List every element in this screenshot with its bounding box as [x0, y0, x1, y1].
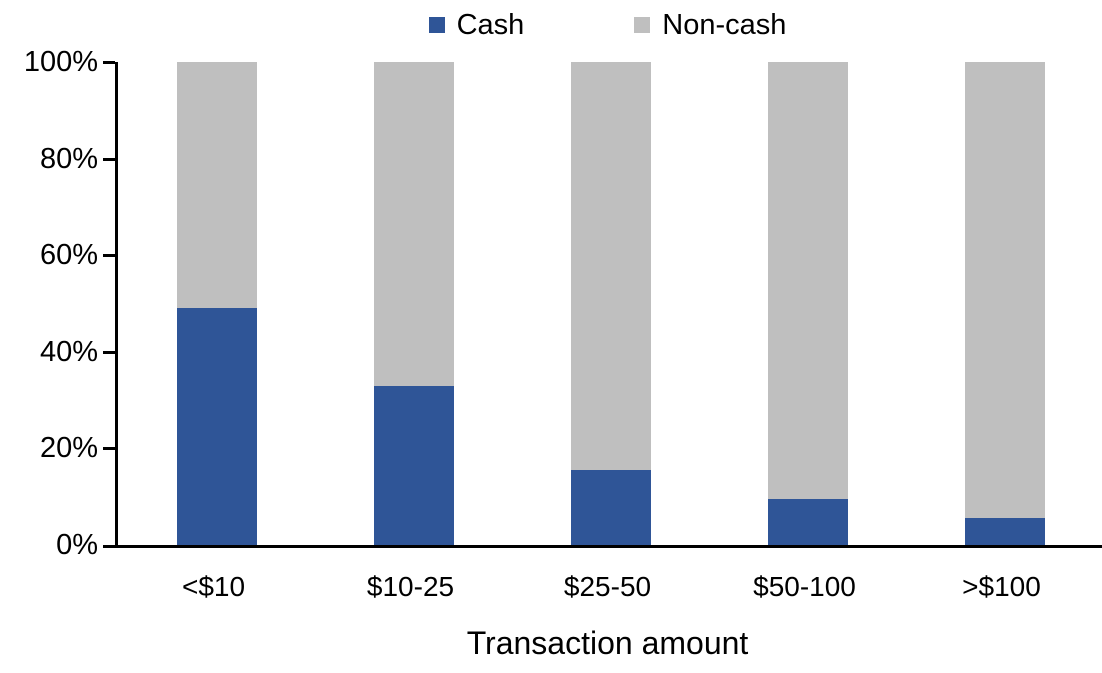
y-tick-label: 0%: [56, 529, 98, 561]
bar-group: [964, 62, 1045, 545]
bar-group: [570, 62, 651, 545]
bar-group: [373, 62, 454, 545]
x-tick-label: >$100: [962, 571, 1041, 602]
bar-segment-noncash: [964, 62, 1045, 519]
bar-group: [176, 62, 257, 545]
y-tick-label: 40%: [39, 335, 98, 368]
bar-segment-noncash: [373, 62, 454, 386]
y-tick: [103, 545, 115, 548]
x-tick-label: $25-50: [563, 571, 652, 602]
noncash-swatch-icon: [634, 17, 651, 33]
legend-label-cash: Cash: [456, 9, 525, 41]
y-tick: [103, 350, 115, 354]
x-tick-labels: <$10 $10-25 $25-50 $50-100 >$100: [115, 570, 1100, 604]
bar-segment-noncash: [767, 62, 848, 500]
bar-segment-noncash: [176, 62, 257, 309]
y-tick: [103, 254, 115, 258]
bar-group: [767, 62, 848, 545]
y-tick-label: 100%: [23, 46, 98, 78]
y-tick: [103, 447, 115, 451]
cash-swatch-icon: [428, 17, 445, 33]
y-tick-label: 60%: [39, 239, 98, 272]
bar-segment-cash: [767, 499, 848, 545]
bar-segment-cash: [176, 308, 257, 545]
plot-area: 0% 20% 40% 60% 80% 100%: [24, 46, 1102, 561]
x-tick-label: <$10: [181, 571, 246, 602]
x-axis-title: Transaction amount: [466, 625, 749, 661]
y-tick: [103, 157, 115, 161]
y-tick-label: 20%: [39, 432, 98, 465]
legend-label-noncash: Non-cash: [662, 9, 787, 41]
x-tick-label: $10-25: [366, 571, 455, 602]
legend-item-cash: Cash: [428, 8, 525, 42]
y-tick: [103, 61, 115, 64]
bars: [118, 62, 1102, 545]
bar-segment-cash: [373, 385, 454, 545]
y-tick-label: 80%: [39, 142, 98, 175]
bar-segment-cash: [964, 518, 1045, 545]
legend-item-noncash: Non-cash: [634, 8, 786, 42]
legend: Cash Non-cash: [115, 8, 1100, 42]
bar-segment-cash: [570, 470, 651, 545]
x-tick-label: $50-100: [753, 571, 856, 602]
bar-segment-noncash: [570, 62, 651, 471]
